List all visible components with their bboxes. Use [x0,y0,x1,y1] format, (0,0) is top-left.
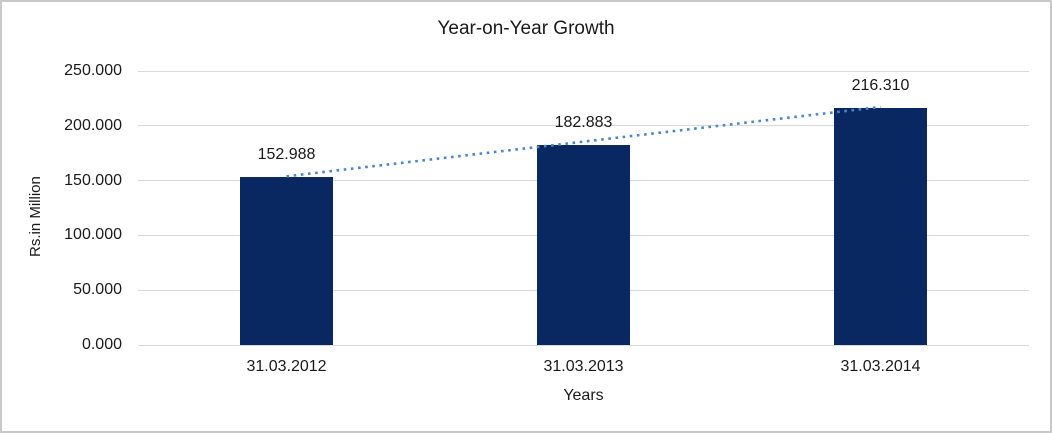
y-axis-tick-label: 200.000 [64,116,122,134]
bar-value-label: 152.988 [257,146,316,164]
gridline [138,344,1029,346]
x-axis-category-label: 31.03.2012 [246,358,327,375]
x-axis-category-label: 31.03.2013 [543,358,624,375]
bar-value-label: 182.883 [554,113,613,131]
y-axis-tick-label: 150.000 [64,171,122,189]
x-axis-title: Years [563,387,604,404]
bar-31.03.2012 [240,177,333,345]
chart-title: Year-on-Year Growth [437,18,615,39]
bar-value-label: 216.310 [851,76,910,94]
x-axis-category-label: 31.03.2014 [840,358,921,375]
y-axis-tick-label: 100.000 [64,226,122,244]
y-axis-tick-label: 50.000 [73,281,122,299]
y-axis-tick-label: 0.000 [81,336,122,353]
gridline [138,70,1029,72]
bar-31.03.2014 [834,107,927,345]
bar-31.03.2013 [537,144,630,345]
y-axis-tick-label: 250.000 [64,62,122,79]
